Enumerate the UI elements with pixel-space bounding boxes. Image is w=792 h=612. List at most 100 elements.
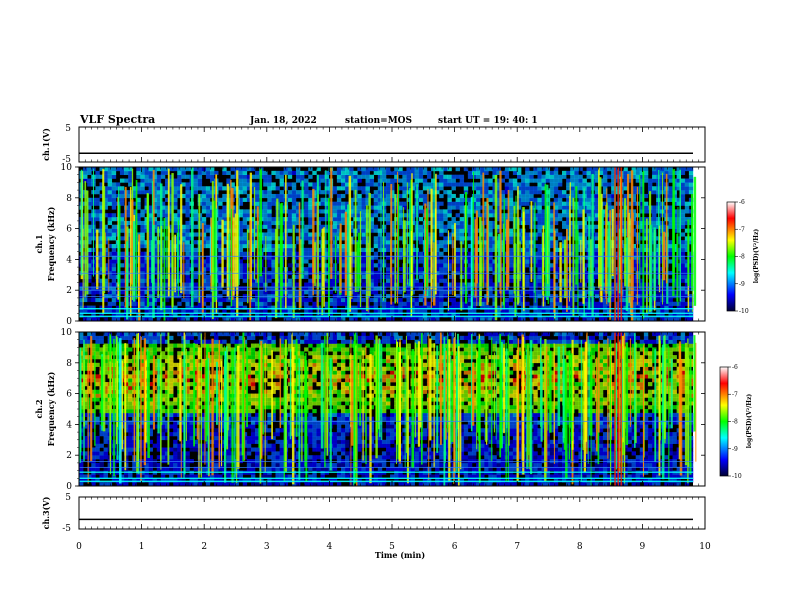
spectrogram-cell [119, 186, 125, 191]
spectrogram-cell [242, 236, 248, 241]
spectrogram-cell [549, 236, 555, 241]
spectrogram-cell [107, 190, 113, 195]
spectrogram-cell [148, 282, 153, 287]
spectrogram-cell [492, 209, 497, 214]
spectrogram-cell [549, 232, 555, 237]
spectrogram-cell [332, 228, 338, 233]
spectrogram-cell [230, 174, 235, 179]
spectrogram-cell [431, 209, 436, 214]
spectrogram-cell [185, 251, 190, 256]
spectrogram-cell [451, 313, 456, 318]
spectrogram-burst [210, 217, 213, 290]
spectrogram-cell [291, 209, 297, 214]
spectrogram-cell [169, 290, 174, 295]
spectrogram-burst [118, 186, 120, 285]
spectrogram-cell [349, 186, 354, 191]
spectrogram-cell [336, 170, 342, 175]
spectrogram-cell [140, 178, 145, 183]
spectrogram-cell [279, 297, 284, 303]
spectrogram-cell [304, 267, 309, 272]
spectrogram-cell [459, 317, 465, 322]
spectrogram-cell [627, 313, 632, 318]
spectrogram-cell [87, 205, 92, 210]
spectrogram-cell [553, 263, 559, 268]
spectrogram-cell [238, 305, 244, 310]
spectrogram-cell [639, 297, 645, 303]
spectrogram-cell [680, 178, 686, 183]
spectrogram-cell [259, 274, 264, 279]
spectrogram-cell [152, 224, 158, 229]
spectrogram-cell [578, 197, 583, 202]
spectrogram-cell [639, 209, 645, 214]
spectrogram-cell [500, 278, 506, 283]
spectrogram-cell [680, 170, 686, 175]
spectrogram-cell [418, 174, 424, 179]
spectrogram-cell [500, 205, 506, 210]
spectrogram-cell [525, 186, 530, 191]
spectrogram-cell [500, 244, 506, 249]
spectrogram-cell [467, 255, 473, 260]
spectrogram-cell [394, 174, 399, 179]
spectrogram-cell [578, 205, 583, 210]
spectrogram-cell [287, 240, 293, 245]
spectrogram-cell [676, 301, 682, 306]
spectrogram-cell [201, 205, 207, 210]
spectrogram-burst [542, 225, 545, 307]
spectrogram-cell [541, 201, 546, 206]
spectrogram-cell [79, 482, 84, 487]
spectrogram-cell [541, 174, 546, 179]
spectrogram-cell [193, 224, 199, 229]
spectrogram-cell [418, 217, 424, 222]
spectrogram-cell [496, 201, 501, 206]
spectrogram-cell [377, 182, 383, 187]
spectrogram-cell [631, 317, 636, 322]
spectrogram-cell [516, 174, 522, 179]
spectrogram-cell [471, 201, 477, 206]
spectrogram-cell [566, 213, 571, 218]
spectrogram-cell [304, 282, 309, 287]
spectrogram-burst [213, 200, 216, 303]
spectrogram-burst [132, 221, 136, 302]
ch2-spectrogram-marks [79, 332, 697, 487]
spectrogram-burst [322, 228, 324, 295]
spectrogram-cell [488, 232, 493, 237]
spectrogram-cell [357, 174, 362, 179]
spectrogram-cell [201, 220, 207, 226]
spectrogram-cell [418, 236, 424, 241]
spectrogram-cell [246, 240, 252, 245]
spectrogram-cell [447, 201, 452, 206]
spectrogram-cell [455, 236, 460, 241]
spectrogram-cell [308, 213, 313, 218]
spectrogram-cell [476, 263, 481, 268]
spectrogram-cell [91, 305, 96, 310]
spectrogram-burst [339, 223, 342, 293]
spectrogram-cell [390, 201, 395, 206]
spectrogram-burst [163, 218, 166, 321]
spectrogram-cell [136, 167, 141, 172]
spectrogram-cell [439, 178, 444, 183]
spectrogram-burst [201, 223, 204, 315]
spectrogram-cell [263, 290, 268, 295]
spectrogram-cell [467, 244, 473, 249]
spectrogram-cell [107, 267, 113, 272]
spectrogram-cell [287, 244, 293, 249]
spectrogram-cell [516, 205, 522, 210]
spectrogram-cell [361, 190, 366, 195]
spectrogram-cell [455, 282, 460, 287]
spectrogram-cell [660, 305, 665, 310]
spectrogram-cell [173, 224, 178, 229]
spectrogram-cell [500, 201, 506, 206]
spectrogram-event [614, 167, 616, 321]
spectrogram-cell [242, 217, 248, 222]
spectrogram-cell [431, 186, 436, 191]
spectrogram-cell [287, 224, 293, 229]
spectrogram-cell [103, 297, 108, 303]
spectrogram-cell [152, 205, 158, 210]
spectrogram-cell [193, 190, 199, 195]
spectrogram-cell [324, 263, 329, 268]
spectrogram-cell [390, 193, 395, 199]
spectrogram-cell [398, 313, 403, 318]
spectrogram-cell [566, 301, 571, 306]
spectrogram-cell [111, 205, 117, 210]
spectrogram-cell [340, 217, 346, 222]
